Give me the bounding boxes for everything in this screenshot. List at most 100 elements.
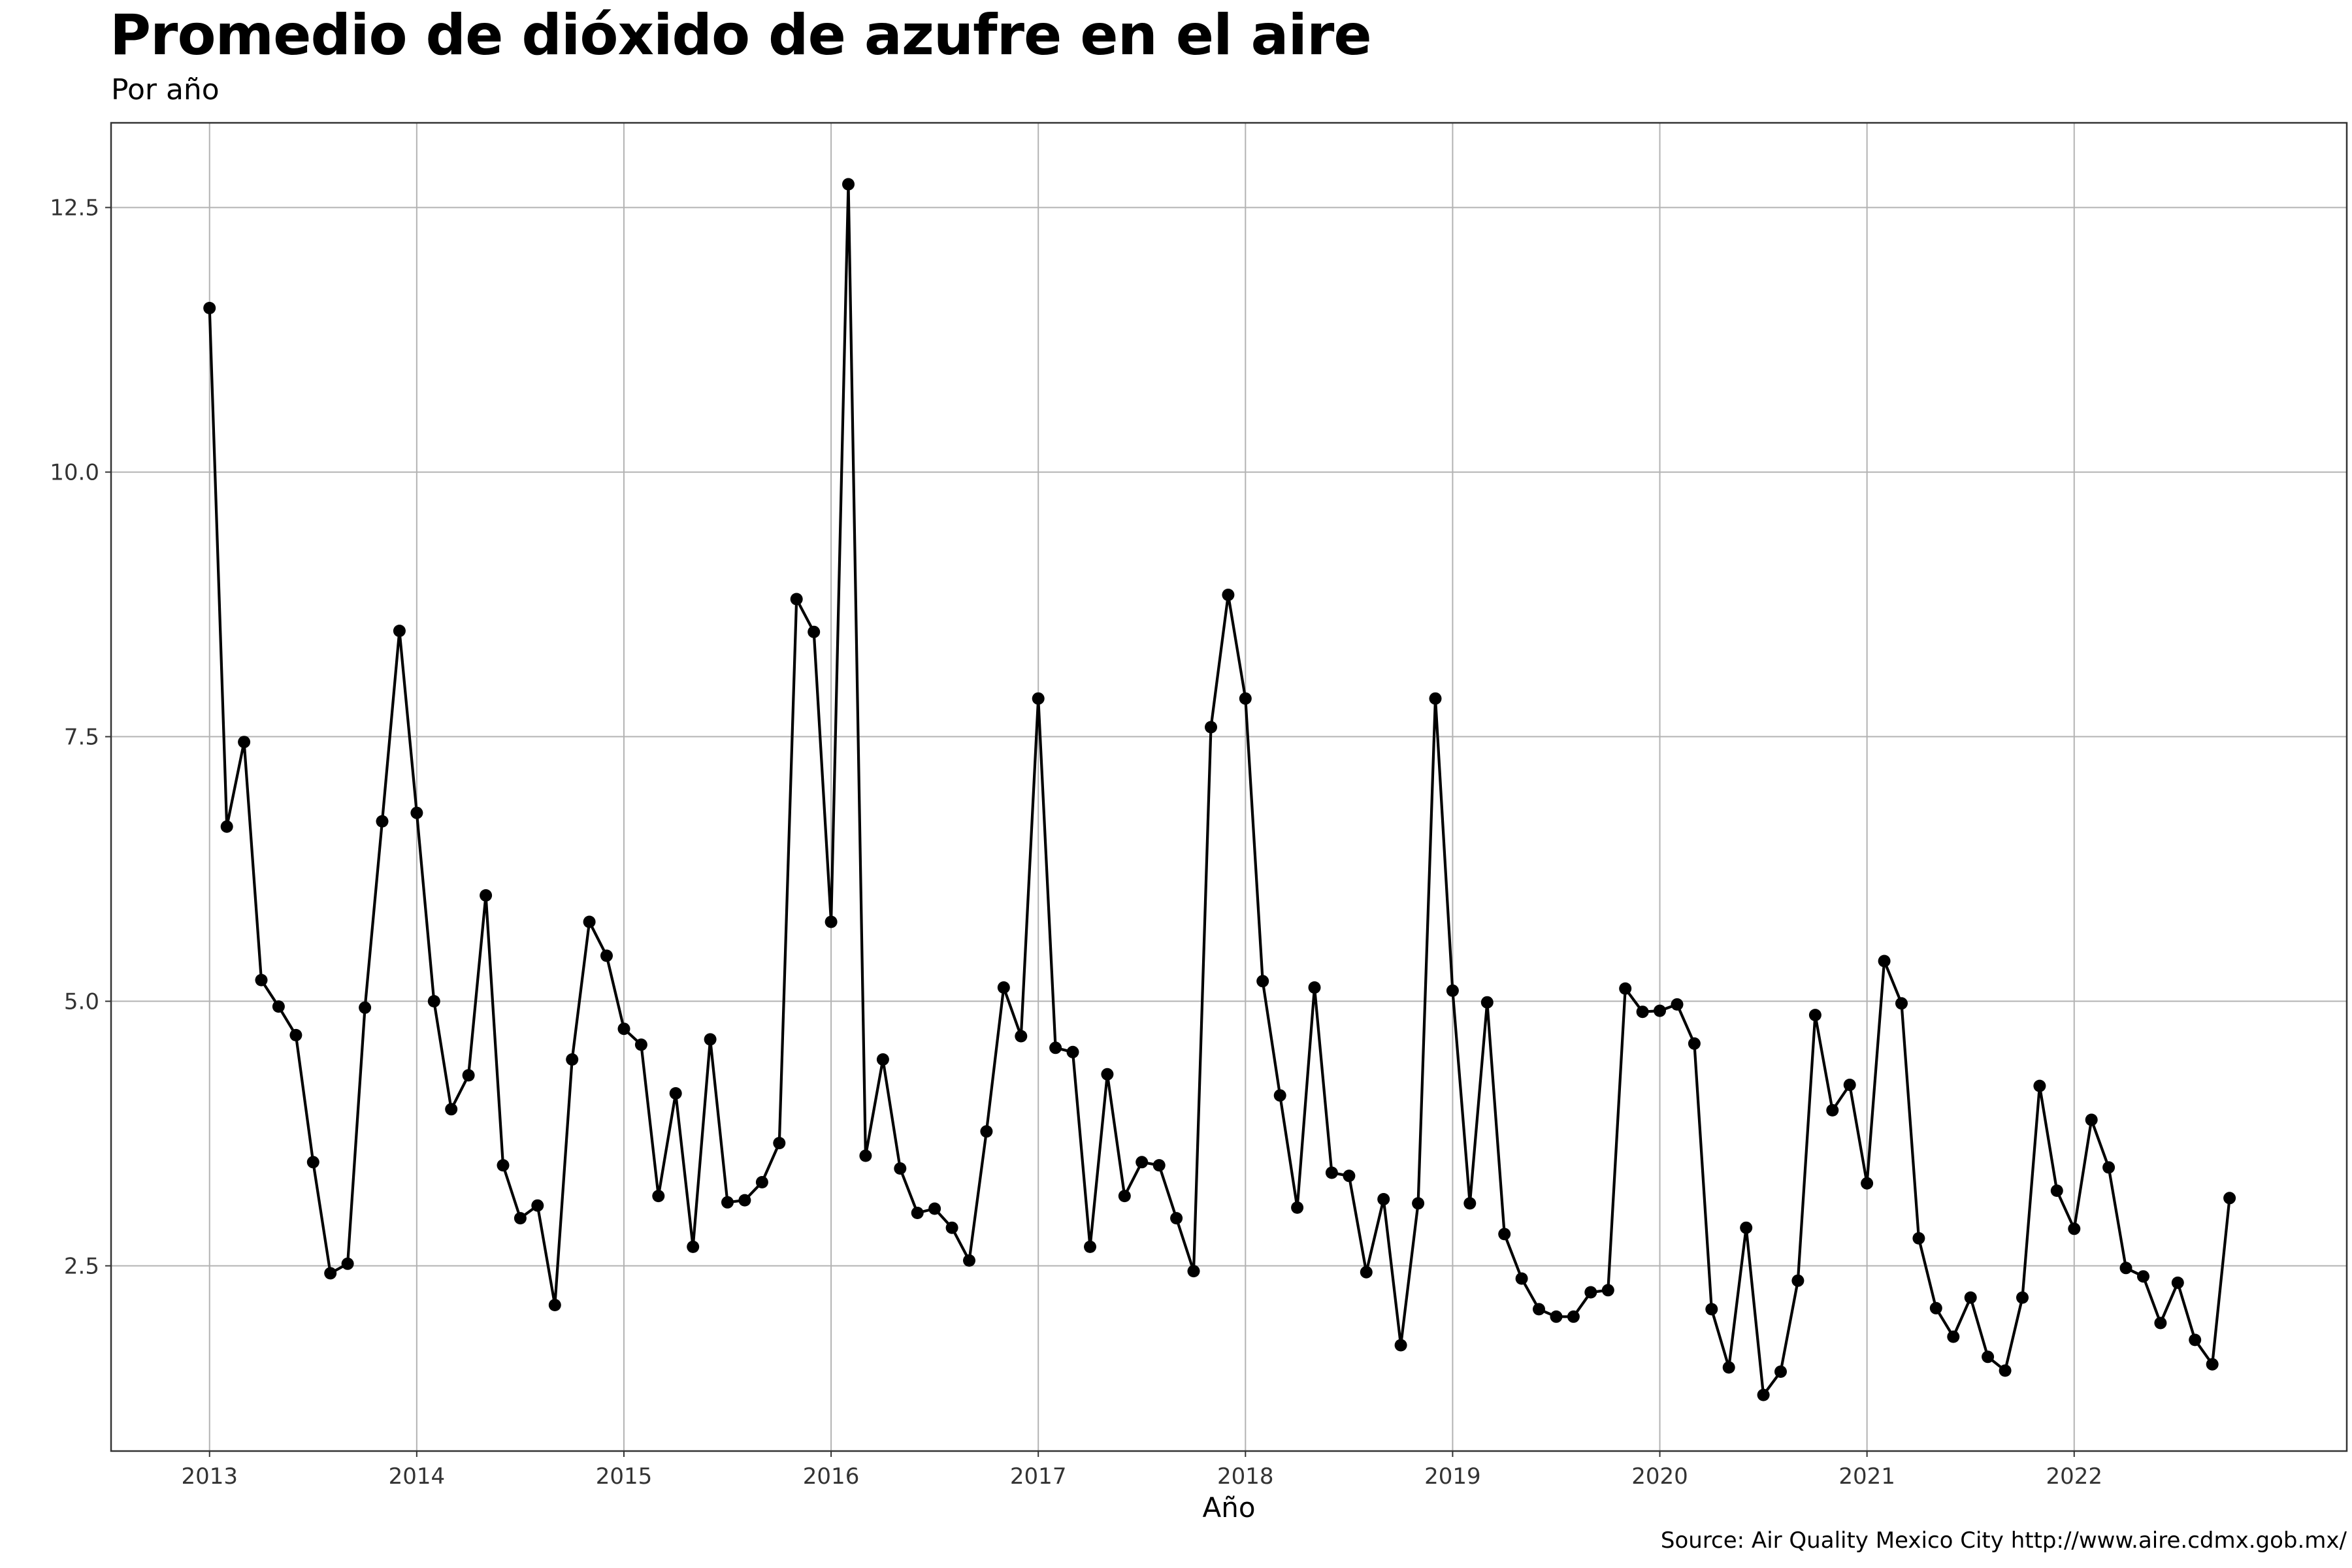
data-point: [341, 1257, 354, 1270]
data-point: [634, 1038, 647, 1051]
data-point: [617, 1022, 630, 1036]
data-point: [2189, 1333, 2202, 1347]
data-point: [738, 1194, 751, 1207]
data-point: [1929, 1301, 1942, 1315]
data-point: [859, 1149, 872, 1162]
data-point: [480, 889, 493, 902]
data-point: [1222, 589, 1235, 601]
data-point: [566, 1053, 579, 1066]
data-point: [1015, 1030, 1028, 1043]
data-point: [462, 1069, 475, 1082]
data-point: [1861, 1177, 1874, 1190]
x-tick-label: 2021: [1838, 1463, 1895, 1490]
data-point: [755, 1176, 768, 1188]
data-point: [1567, 1310, 1580, 1323]
data-point: [997, 981, 1010, 994]
y-tick-label: 7.5: [64, 725, 99, 751]
data-point: [324, 1267, 337, 1280]
data-point: [1671, 998, 1684, 1011]
data-point: [928, 1202, 941, 1215]
data-point: [2033, 1079, 2046, 1092]
chart-subtitle: Por año: [111, 73, 220, 106]
data-point: [1654, 1004, 1666, 1017]
data-point: [894, 1162, 907, 1175]
chart-title: Promedio de dióxido de azufre en el aire: [110, 3, 1372, 68]
data-point: [220, 820, 233, 833]
data-point: [980, 1125, 993, 1138]
x-tick-label: 2014: [389, 1463, 446, 1490]
data-point: [1187, 1265, 1200, 1278]
data-point: [1705, 1303, 1718, 1316]
data-point: [1947, 1330, 1960, 1343]
data-point: [1912, 1232, 1925, 1245]
data-point: [669, 1087, 682, 1100]
data-point: [1066, 1045, 1079, 1058]
data-point: [1515, 1272, 1528, 1285]
x-tick-label: 2016: [803, 1463, 860, 1490]
x-tick-label: 2022: [2046, 1463, 2102, 1490]
data-point: [1256, 975, 1269, 988]
data-point: [1498, 1228, 1511, 1241]
data-point: [704, 1033, 717, 1046]
x-tick-label: 2020: [1631, 1463, 1688, 1490]
data-point: [203, 302, 216, 314]
data-point: [1377, 1193, 1390, 1205]
y-tick-label: 2.5: [64, 1254, 99, 1280]
data-point: [2050, 1184, 2063, 1197]
data-point: [842, 178, 855, 191]
data-point: [548, 1299, 561, 1311]
data-point: [1412, 1197, 1425, 1210]
data-point: [531, 1199, 544, 1212]
plot-panel-border: [110, 122, 2348, 1452]
data-point: [1273, 1089, 1286, 1102]
data-point: [1463, 1197, 1477, 1210]
data-point: [1032, 692, 1045, 705]
data-point: [410, 806, 423, 819]
data-point: [2206, 1358, 2219, 1371]
data-point: [1826, 1103, 1839, 1117]
data-point: [1808, 1009, 1821, 1022]
data-point: [1325, 1166, 1338, 1179]
data-point: [2223, 1192, 2236, 1205]
data-point: [1135, 1156, 1149, 1169]
data-point: [600, 949, 613, 962]
data-point: [1584, 1286, 1597, 1299]
data-point: [1601, 1284, 1614, 1297]
x-axis-title: Año: [1202, 1492, 1255, 1524]
data-point: [1152, 1159, 1166, 1172]
data-point: [1446, 984, 1459, 997]
data-point: [2102, 1161, 2115, 1174]
data-point: [1964, 1291, 1977, 1304]
x-tick-label: 2019: [1424, 1463, 1481, 1490]
data-point: [652, 1190, 665, 1203]
data-point: [1878, 955, 1891, 968]
data-point: [1533, 1303, 1545, 1316]
data-point: [1636, 1005, 1649, 1019]
data-point: [1394, 1339, 1407, 1352]
data-point: [721, 1196, 734, 1209]
data-point: [2119, 1262, 2132, 1275]
data-point: [1239, 692, 1252, 705]
data-point: [1170, 1212, 1183, 1225]
y-tick-label: 10.0: [50, 460, 99, 486]
data-point: [1049, 1041, 1062, 1054]
data-point: [359, 1001, 372, 1014]
data-point: [2068, 1222, 2081, 1235]
data-point: [2137, 1270, 2149, 1283]
data-point: [1774, 1365, 1787, 1378]
data-point: [1757, 1388, 1770, 1401]
data-point: [1343, 1169, 1356, 1183]
data-point: [376, 815, 389, 828]
data-point: [1118, 1190, 1131, 1203]
data-point: [445, 1103, 458, 1116]
x-tick-label: 2017: [1010, 1463, 1067, 1490]
data-point: [393, 625, 406, 638]
data-point: [1688, 1037, 1701, 1050]
data-point: [497, 1159, 510, 1172]
data-point: [773, 1137, 786, 1150]
data-point: [1480, 996, 1494, 1009]
data-point: [1740, 1221, 1753, 1234]
data-point: [1982, 1350, 1995, 1364]
y-tick-label: 12.5: [50, 195, 99, 221]
